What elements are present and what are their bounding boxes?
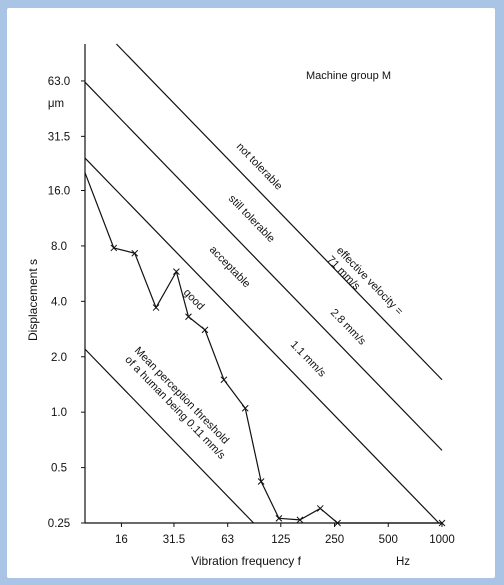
y-axis-title: Displacement s [26,259,40,341]
y-tick-label: 0.5 [51,463,67,475]
data-point-stroke [316,505,324,512]
data-point-stroke [201,326,209,334]
data-point-stroke [241,404,249,412]
x-tick-label: 500 [379,534,398,546]
boundary-line-3 [84,348,255,524]
data-point-stroke [257,478,265,485]
y-tick-label: 2.0 [51,352,67,364]
data-point-stroke [438,519,446,527]
legend-text: Machine group M [306,70,391,82]
data-point [201,326,209,334]
boundary-line-1 [84,81,443,451]
x-unit-label: Hz [396,556,410,568]
y-unit-label: μm [48,98,64,110]
data-point [316,505,324,512]
data-point-stroke [152,304,160,311]
data-point-stroke [275,514,283,522]
data-point [257,478,265,485]
x-tick-label: 125 [271,534,290,546]
data-point-stroke [110,244,118,252]
boundary-lines [84,43,443,524]
boundary-line-0 [116,43,443,381]
data-point [296,516,304,524]
x-tick-label: 31.5 [163,534,185,546]
y-tick-label: 8.0 [51,241,67,253]
zone-label-1: still tolerable [226,193,277,245]
y-tick-label: 16.0 [48,186,70,198]
data-point [173,268,180,275]
data-point-stroke [334,519,341,527]
y-tick-label: 63.0 [48,76,70,88]
data-point [241,404,249,412]
x-tick-label: 16 [115,534,128,546]
data-point [110,244,118,252]
data-point [131,249,139,257]
zone-label-0: not tolerable [234,141,285,193]
x-tick-label: 63 [221,534,234,546]
data-point-stroke [173,268,180,275]
boundary-label-threshold: Mean perception thresholdof a human bein… [122,345,237,462]
y-tick-label: 0.25 [48,518,70,530]
data-series [84,172,446,527]
axes: Vibration frequency f Displacement s [26,44,442,568]
zone-label-3: good [181,287,207,313]
x-tick-label: 1000 [429,534,455,546]
data-point [275,514,283,522]
data-point-stroke [296,516,304,524]
data-point [334,519,341,527]
y-tick-label: 1.0 [51,407,67,419]
x-axis-title: Vibration frequency f [191,554,302,568]
y-tick-label: 31.5 [48,131,70,143]
x-tick-label: 250 [325,534,344,546]
chart-panel [7,8,495,578]
y-tick-label: 4.0 [51,296,67,308]
data-point-stroke [131,249,139,257]
data-point [220,376,228,384]
data-point [185,313,192,321]
ticks: 0.25 0.5 1.0 2.0 4.0 8.0 16.0 31.5 63.0 μm 16 31.5 6… [48,76,455,568]
data-point [438,519,446,527]
data-point-stroke [185,313,192,321]
data-point [152,304,160,311]
data-point-stroke [220,376,228,384]
zone-label-2: acceptable [207,244,253,291]
boundary-line-2 [84,157,440,524]
boundary-label-2-8: 2.8 mm/s [328,307,368,348]
